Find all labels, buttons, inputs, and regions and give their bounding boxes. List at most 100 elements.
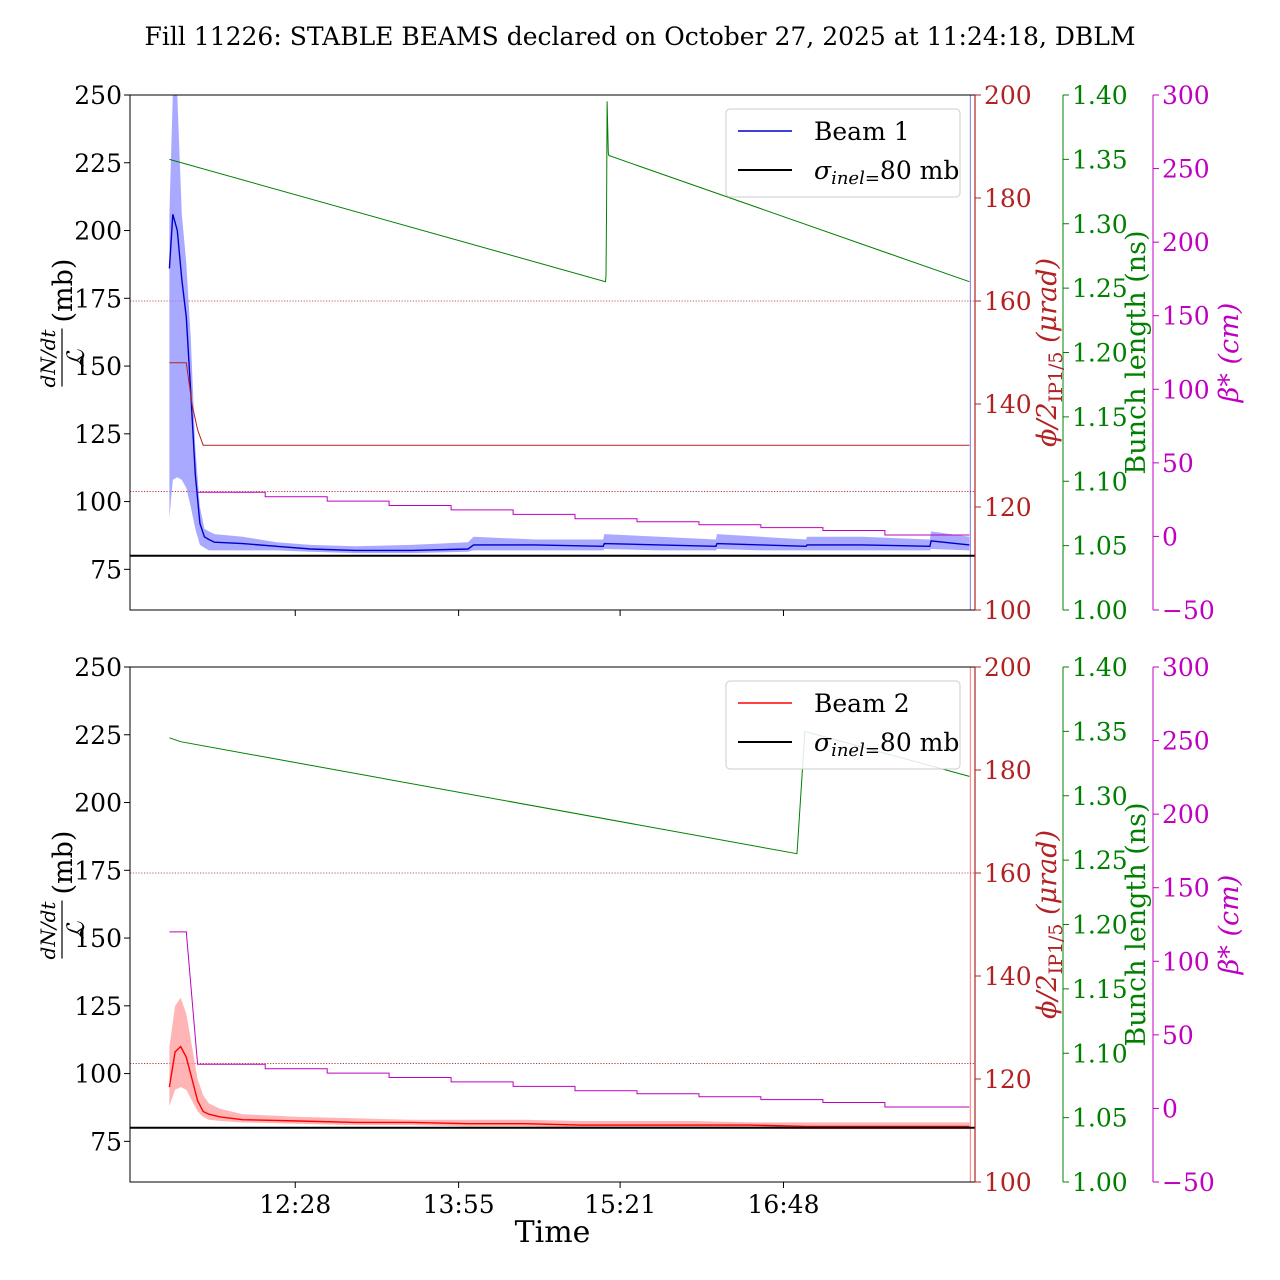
beta-tick-label: 200 xyxy=(1162,228,1210,257)
beta-tick-label: 0 xyxy=(1162,522,1178,551)
x-tick-label: 13:55 xyxy=(423,1190,495,1219)
y-tick-label: 250 xyxy=(74,81,122,110)
phi-tick-label: 120 xyxy=(984,1065,1032,1094)
y-tick-label: 200 xyxy=(74,789,122,818)
y-tick-label: 225 xyxy=(74,721,122,750)
beta-tick-label: 100 xyxy=(1162,375,1210,404)
legend-sigma-symbol: σ xyxy=(814,156,832,185)
x-tick-label: 15:21 xyxy=(584,1190,656,1219)
phi-tick-label: 180 xyxy=(984,184,1032,213)
legend-sigma-label: σinel=80 mb xyxy=(814,156,959,189)
legend-sigma-subscript: inel= xyxy=(831,740,880,761)
beta-tick-label: 250 xyxy=(1162,727,1210,756)
bunch-tick-label: 1.15 xyxy=(1072,403,1128,432)
x-tick-label: 16:48 xyxy=(747,1190,819,1219)
phi-axis-label-unit: (μrad) xyxy=(1032,258,1063,352)
panel-bottom: 75 100 125 150 175 200 225 250 dN/dt ℒ (mb) 100 120 1… xyxy=(36,653,1245,1250)
bunch-tick-label: 1.05 xyxy=(1072,1104,1128,1133)
legend-sigma-symbol: σ xyxy=(814,728,832,757)
bunch-tick-label: 1.05 xyxy=(1072,532,1128,561)
y-tick-label: 225 xyxy=(74,149,122,178)
bunch-tick-label: 1.25 xyxy=(1072,846,1128,875)
bunch-tick-label: 1.40 xyxy=(1072,653,1128,682)
x-tick-label: 12:28 xyxy=(259,1190,331,1219)
beta-tick-label: 50 xyxy=(1162,1021,1194,1050)
phi-series-line-2 xyxy=(169,362,970,446)
y-tick-label: 75 xyxy=(90,555,122,584)
y-tick-label: 175 xyxy=(74,284,122,313)
beta-tick-label: −50 xyxy=(1162,1168,1215,1197)
legend-sigma-value: 80 mb xyxy=(880,156,959,185)
bunch-series-line-1 xyxy=(169,101,970,283)
beta-tick-label: 50 xyxy=(1162,449,1194,478)
beam-series-line xyxy=(168,1045,970,1128)
bunch-tick-label: 1.35 xyxy=(1072,717,1128,746)
bunch-axis-label: Bunch length (ns) xyxy=(1121,802,1152,1046)
bunch-tick-label: 1.25 xyxy=(1072,274,1128,303)
phi-tick-label: 120 xyxy=(984,493,1032,522)
y-tick-label: 175 xyxy=(74,856,122,885)
phi-tick-label: 100 xyxy=(984,1168,1032,1197)
bunch-tick-label: 1.10 xyxy=(1072,467,1128,496)
phi-tick-label: 160 xyxy=(984,859,1032,888)
phi-axis-label-unit: (μrad) xyxy=(1032,830,1063,924)
beta-tick-label: 300 xyxy=(1162,653,1210,682)
phi-axis-label-main: ϕ/2 xyxy=(1032,974,1063,1019)
phi-axis-label: ϕ/2IP1/5 (μrad) xyxy=(1032,830,1067,1019)
beta-series-line-2 xyxy=(169,931,970,1108)
phi-tick-label: 160 xyxy=(984,287,1032,316)
bunch-tick-label: 1.00 xyxy=(1072,1168,1128,1197)
beta-axis-label: β* (cm) xyxy=(1214,875,1245,975)
bunch-tick-label: 1.30 xyxy=(1072,210,1128,239)
y-tick-label: 125 xyxy=(74,992,122,1021)
bunch-tick-label: 1.35 xyxy=(1072,145,1128,174)
bunch-tick-label: 1.15 xyxy=(1072,975,1128,1004)
legend-beam-label: Beam 1 xyxy=(814,117,910,146)
bunch-tick-label: 1.20 xyxy=(1072,339,1128,368)
bunch-tick-label: 1.10 xyxy=(1072,1039,1128,1068)
y-tick-label: 75 xyxy=(90,1127,122,1156)
beta-tick-label: 150 xyxy=(1162,302,1210,331)
phi-tick-label: 140 xyxy=(984,390,1032,419)
bunch-tick-label: 1.40 xyxy=(1072,81,1128,110)
y-axis-label: dN/dt ℒ (mb) xyxy=(36,259,90,388)
y-axis-label-numerator: dN/dt xyxy=(36,329,60,388)
beta-series-line-3 xyxy=(197,491,970,536)
beam-uncertainty-band xyxy=(169,997,970,1130)
y-tick-label: 150 xyxy=(74,924,122,953)
figure-title: Fill 11226: STABLE BEAMS declared on Oct… xyxy=(145,22,1136,51)
legend-sigma-value: 80 mb xyxy=(880,728,959,757)
plot-area xyxy=(130,95,975,610)
phi-tick-label: 200 xyxy=(984,81,1032,110)
beta-tick-label: −50 xyxy=(1162,596,1215,625)
y-tick-label: 125 xyxy=(74,420,122,449)
bunch-tick-label: 1.20 xyxy=(1072,911,1128,940)
panel-top: 75 100 125 150 175 200 225 250 dN/dt ℒ (mb) 100 120 1… xyxy=(36,81,1245,625)
plot-area xyxy=(130,667,975,1182)
phi-axis-label-sub: IP1/5 xyxy=(1045,923,1067,974)
y-axis-label-denominator: ℒ xyxy=(62,921,90,939)
beta-tick-label: 250 xyxy=(1162,155,1210,184)
legend-beam-label: Beam 2 xyxy=(814,689,910,718)
bunch-axis-label: Bunch length (ns) xyxy=(1121,230,1152,474)
y-axis-label-denominator: ℒ xyxy=(62,349,90,367)
phi-tick-label: 140 xyxy=(984,962,1032,991)
y-tick-label: 150 xyxy=(74,352,122,381)
beta-tick-label: 300 xyxy=(1162,81,1210,110)
phi-tick-label: 100 xyxy=(984,596,1032,625)
y-axis-label-unit: (mb) xyxy=(48,259,79,323)
y-tick-label: 100 xyxy=(74,1060,122,1089)
phi-axis-label-sub: IP1/5 xyxy=(1045,351,1067,402)
beta-tick-label: 0 xyxy=(1162,1094,1178,1123)
y-axis-label-numerator: dN/dt xyxy=(36,901,60,960)
legend-sigma-subscript: inel= xyxy=(831,168,880,189)
y-axis-label-unit: (mb) xyxy=(48,831,79,895)
y-tick-label: 100 xyxy=(74,488,122,517)
beta-tick-label: 150 xyxy=(1162,874,1210,903)
y-tick-label: 200 xyxy=(74,217,122,246)
phi-tick-label: 180 xyxy=(984,756,1032,785)
beta-tick-label: 200 xyxy=(1162,800,1210,829)
beta-axis-label: β* (cm) xyxy=(1214,303,1245,403)
phi-axis-label-main: ϕ/2 xyxy=(1032,402,1063,447)
